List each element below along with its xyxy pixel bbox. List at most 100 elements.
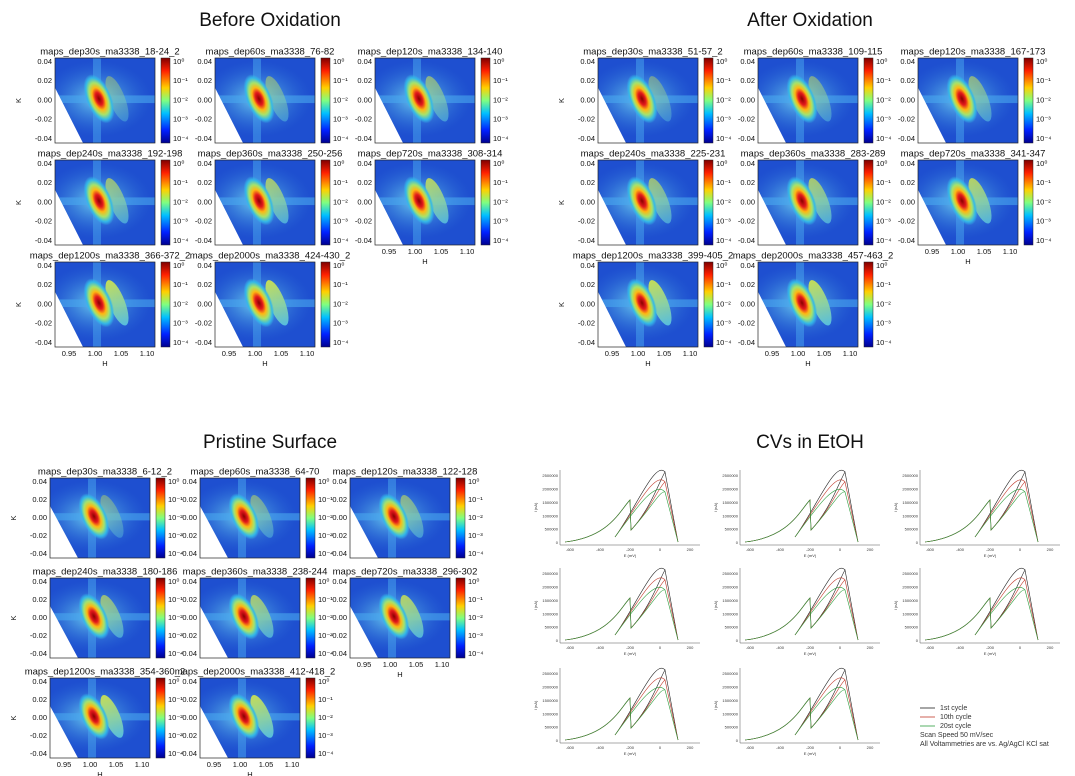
cv-y-tick-label: 1500000 <box>542 500 558 505</box>
heatmap-peak <box>228 693 260 740</box>
cv-y-tick-label: 2000000 <box>902 486 918 491</box>
y-tick-label: 0.00 <box>37 95 52 104</box>
heatmap-mask <box>55 87 83 143</box>
y-tick-label: 0.00 <box>580 95 595 104</box>
cv-y-tick-label: 500000 <box>725 527 739 532</box>
cv-curve <box>564 587 679 641</box>
colorbar <box>703 57 714 144</box>
y-tick-label: -0.02 <box>578 319 595 328</box>
cv-plot: 2500000 2000000 1500000 1000000 500000 0 -600 -… <box>893 567 1060 656</box>
heatmap: 10⁰ 10⁻¹ 10⁻² 10⁻³ 10⁻⁴ maps_dep720s_ma3338_3… <box>898 149 1052 266</box>
map-title: maps_dep60s_ma3338_76-82 <box>206 47 335 58</box>
colorbar-tick-label: 10⁻⁴ <box>716 236 732 245</box>
colorbar-tick-label: 10⁻² <box>876 95 891 104</box>
y-tick-label: 0.00 <box>32 713 47 722</box>
cv-y-label: I (nA) <box>893 600 898 610</box>
cv-x-tick-label: 200 <box>1047 547 1054 552</box>
y-tick-label: 0.00 <box>740 95 755 104</box>
colorbar-tick-label: 10⁻³ <box>318 731 333 740</box>
heatmap-mask <box>598 189 626 245</box>
y-tick-label: 0.00 <box>32 613 47 622</box>
colorbar-tick-label: 10⁻⁴ <box>173 134 189 143</box>
colorbar-tick-label: 10⁻⁴ <box>716 338 732 347</box>
heatmap-mask <box>350 606 378 658</box>
colorbar-tick-label: 10⁻² <box>173 95 188 104</box>
cv-y-tick-label: 2500000 <box>722 473 738 478</box>
cv-y-tick-label: 0 <box>736 540 739 545</box>
colorbar-tick-label: 10⁻⁴ <box>716 134 732 143</box>
y-tick-label: -0.04 <box>355 134 372 143</box>
heatmap-image <box>215 58 315 143</box>
colorbar-tick-label: 10⁻³ <box>168 531 183 540</box>
plot-frame <box>49 677 151 759</box>
heatmap-mask <box>50 606 78 658</box>
colorbar-tick-label: 10⁻³ <box>493 115 508 124</box>
y-tick-label: 0.04 <box>357 57 372 66</box>
cv-axes <box>559 568 700 644</box>
heatmap-peak <box>228 593 260 640</box>
heatmap: 10⁰ 10⁻¹ 10⁻² 10⁻³ 10⁻⁴ maps_dep360s_ma3338_2… <box>195 149 349 246</box>
y-tick-label: 0.00 <box>182 513 197 522</box>
y-tick-label: -0.04 <box>180 549 197 558</box>
map-title: maps_dep360s_ma3338_238-244 <box>183 567 328 578</box>
colorbar-tick-label: 10⁻² <box>468 613 483 622</box>
y-tick-label: -0.02 <box>195 319 212 328</box>
map-title: maps_dep120s_ma3338_134-140 <box>358 47 503 58</box>
y-axis-label: K <box>557 302 566 307</box>
colorbar-tick-label: 10⁻¹ <box>468 495 483 504</box>
colorbar <box>155 677 166 759</box>
colorbar-tick-label: 10⁻¹ <box>333 280 348 289</box>
heatmap-peak <box>946 74 978 124</box>
colorbar-tick-label: 10⁻² <box>168 513 183 522</box>
y-tick-label: 0.00 <box>900 95 915 104</box>
cv-x-tick-label: 200 <box>867 645 874 650</box>
cv-y-tick-label: 1000000 <box>722 711 738 716</box>
cv-plot: 2500000 2000000 1500000 1000000 500000 0 -600 -… <box>533 469 700 558</box>
x-axis-label: H <box>805 359 810 368</box>
cv-y-tick-label: 2000000 <box>722 584 738 589</box>
y-tick-label: -0.04 <box>195 134 212 143</box>
cv-axes <box>739 668 880 744</box>
heatmap-side-peak <box>968 178 992 224</box>
x-tick-label: 1.05 <box>114 349 129 358</box>
x-tick-label: 1.10 <box>300 349 315 358</box>
colorbar-tick-label: 10⁻¹ <box>168 695 183 704</box>
colorbar-tick-label: 10⁻⁴ <box>1036 236 1052 245</box>
cv-curve <box>564 489 679 543</box>
y-tick-label: -0.02 <box>180 631 197 640</box>
y-tick-label: -0.02 <box>180 531 197 540</box>
cv-x-label: E (mV) <box>984 553 997 558</box>
cv-x-tick-label: 0 <box>1019 547 1022 552</box>
y-tick-label: 0.04 <box>740 261 755 270</box>
y-tick-label: -0.04 <box>30 649 47 658</box>
y-tick-label: 0.02 <box>32 495 47 504</box>
heatmap-mask <box>758 189 786 245</box>
colorbar-tick-label: 10⁻⁴ <box>468 549 484 558</box>
y-tick-label: 0.00 <box>332 613 347 622</box>
map-title: maps_dep2000s_ma3338_457-463_2 <box>733 251 894 262</box>
colorbar <box>863 261 874 348</box>
y-tick-label: 0.02 <box>197 178 212 187</box>
y-tick-label: -0.04 <box>35 236 52 245</box>
plot-frame <box>54 159 156 246</box>
heatmap-image <box>350 478 450 558</box>
heatmap-side-peak <box>105 280 129 326</box>
heatmap: 10⁰ 10⁻¹ 10⁻² 10⁻³ 10⁻⁴ maps_dep720s_ma3338_3… <box>355 149 509 266</box>
heatmap-peak <box>378 593 410 640</box>
cv-plot: 2500000 2000000 1500000 1000000 500000 0 -600 -… <box>533 567 700 656</box>
y-tick-label: 0.04 <box>182 477 197 486</box>
y-tick-label: -0.02 <box>355 217 372 226</box>
cv-y-tick-label: 1500000 <box>542 698 558 703</box>
y-tick-label: 0.02 <box>580 178 595 187</box>
cv-y-tick-label: 500000 <box>545 625 559 630</box>
plot-frame <box>597 57 699 144</box>
heatmap-peak <box>403 74 435 124</box>
x-tick-label: 1.00 <box>233 760 248 769</box>
x-axis-label: H <box>397 670 402 679</box>
x-tick-label: 0.95 <box>765 349 780 358</box>
y-tick-label: 0.00 <box>580 197 595 206</box>
cv-curve <box>924 567 1039 641</box>
y-axis-label: K <box>14 302 23 307</box>
colorbar-tick-label: 10⁻² <box>333 299 348 308</box>
